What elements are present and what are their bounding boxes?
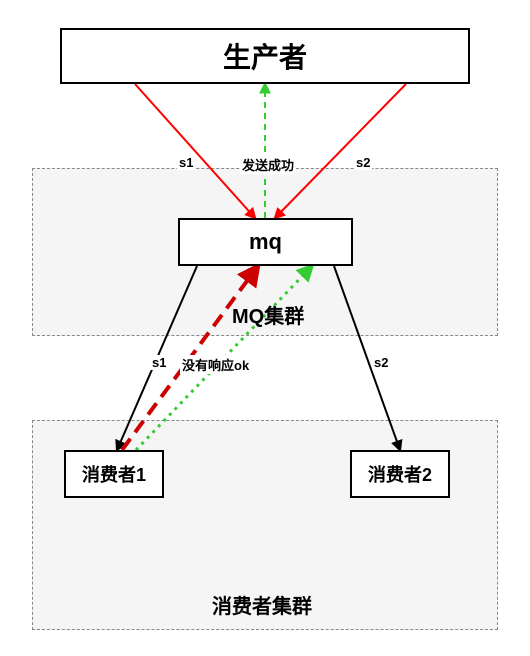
node-label-consumer2: 消费者2 [368, 461, 432, 487]
edge-label-e-mq-c2-s2: s2 [372, 355, 390, 370]
cluster-label-mq-cluster: MQ集群 [232, 300, 304, 329]
node-producer: 生产者 [60, 28, 470, 84]
edge-label-e-prod-mq-s1: s1 [177, 155, 195, 170]
node-mq: mq [178, 218, 353, 266]
node-label-producer: 生产者 [223, 36, 307, 76]
node-label-consumer1: 消费者1 [82, 461, 146, 487]
node-consumer1: 消费者1 [64, 450, 164, 498]
edge-e-prod-mq-s2 [275, 84, 406, 218]
node-consumer2: 消费者2 [350, 450, 450, 498]
edge-label-e-mq-prod-ok: 发送成功 [240, 155, 296, 174]
edge-label-e-c1-mq-noresp: 没有响应ok [180, 355, 251, 374]
edge-label-e-mq-c1-s1: s1 [150, 355, 168, 370]
node-label-mq: mq [249, 229, 282, 255]
cluster-label-consumer-cluster: 消费者集群 [212, 590, 312, 619]
edge-e-prod-mq-s1 [135, 84, 255, 218]
edge-label-e-prod-mq-s2: s2 [354, 155, 372, 170]
